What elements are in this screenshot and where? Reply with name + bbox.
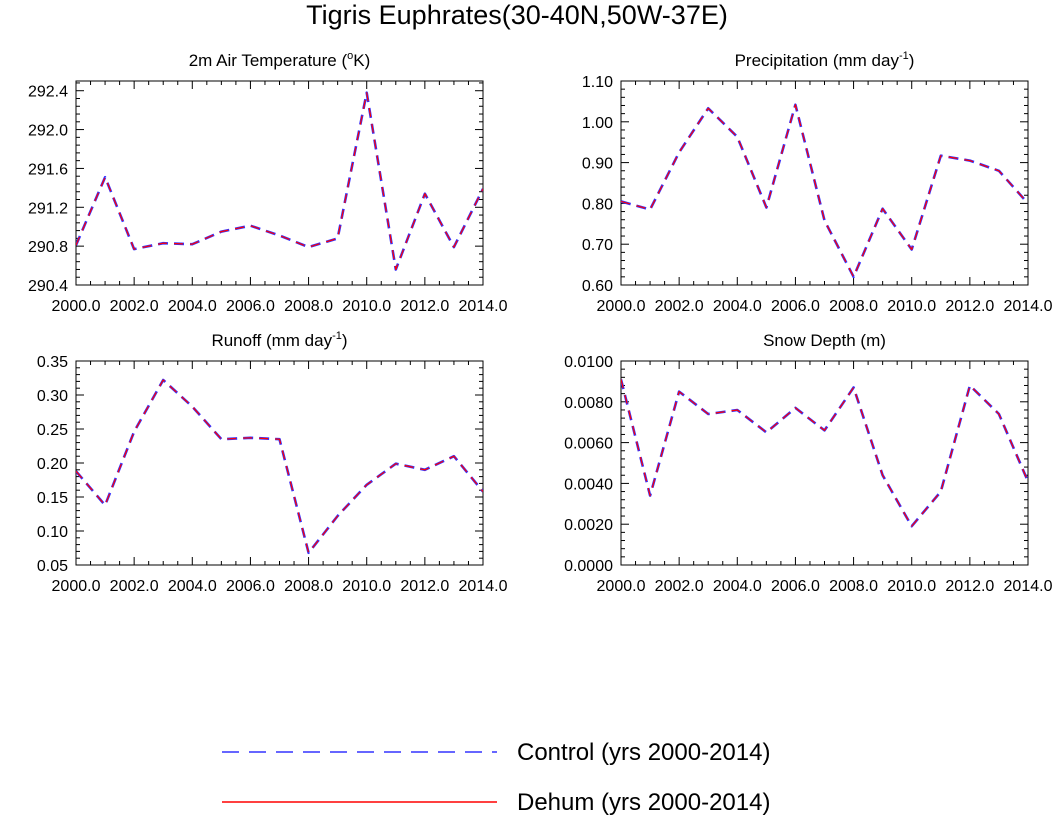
x-tick-label: 2000.0: [597, 298, 646, 315]
panel-title-air-temperature: 2m Air Temperature (oK): [189, 50, 371, 70]
y-tick-label: 290.4: [28, 278, 68, 295]
x-tick-label: 2000.0: [52, 578, 101, 595]
x-tick-label: 2010.0: [342, 298, 391, 315]
title-text: Precipitation (mm day: [735, 51, 900, 70]
x-tick-label: 2010.0: [342, 578, 391, 595]
panels: 2m Air Temperature (oK) 2000.0 2002.0 2004.…: [28, 50, 1053, 595]
y-tick-label: 0.25: [37, 422, 68, 439]
y-tick-label: 0.10: [37, 524, 68, 541]
y-tick-label: 291.6: [28, 161, 68, 178]
series-line-dehum: [76, 92, 483, 271]
x-tick-label: 2012.0: [945, 578, 994, 595]
x-tick-label: 2014.0: [1004, 578, 1053, 595]
title-tail: ): [909, 51, 915, 70]
series-line-dehum: [621, 379, 1028, 527]
y-tick-label: 0.70: [582, 237, 613, 254]
y-tick-label: 0.0100: [564, 354, 613, 371]
y-tick-label: 1.00: [582, 115, 613, 132]
plot-frame: [75, 80, 484, 286]
x-tick-label: 2004.0: [713, 578, 762, 595]
x-tick-label: 2004.0: [168, 578, 217, 595]
legend-dehum-label: Dehum (yrs 2000-2014): [517, 789, 770, 816]
panel-precipitation: Precipitation (mm day-1) 2000.0 2002.0 2004…: [582, 50, 1053, 315]
x-tick-label: 2006.0: [226, 578, 275, 595]
panel-air-temperature: 2m Air Temperature (oK) 2000.0 2002.0 2004.…: [28, 50, 508, 315]
y-tick-label: 0.0000: [564, 558, 613, 575]
x-tick-label: 2010.0: [887, 578, 936, 595]
x-tick-label: 2006.0: [226, 298, 275, 315]
title-text: 2m Air Temperature (: [189, 51, 348, 70]
x-tick-label: 2000.0: [597, 578, 646, 595]
title-superscript: o: [347, 50, 353, 62]
y-tick-label: 290.8: [28, 239, 68, 256]
x-tick-label: 2002.0: [110, 298, 159, 315]
y-tick-label: 0.05: [37, 558, 68, 575]
y-tick-label: 0.90: [582, 156, 613, 173]
x-tick-label: 2008.0: [829, 578, 878, 595]
figure-title: Tigris Euphrates(30-40N,50W-37E): [306, 0, 728, 30]
x-tick-label: 2002.0: [110, 578, 159, 595]
series-line-dehum: [621, 104, 1028, 278]
x-tick-label: 2002.0: [655, 578, 704, 595]
x-tick-label: 2008.0: [284, 298, 333, 315]
y-tick-label: 1.10: [582, 74, 613, 91]
y-tick-label: 292.0: [28, 123, 68, 140]
title-text: Runoff (mm day: [211, 331, 332, 350]
legend-control-label: Control (yrs 2000-2014): [517, 739, 770, 766]
x-tick-label: 2014.0: [459, 298, 508, 315]
y-tick-label: 0.0040: [564, 476, 613, 493]
x-tick-label: 2006.0: [771, 578, 820, 595]
x-tick-label: 2012.0: [400, 298, 449, 315]
plot-frame: [620, 80, 1029, 286]
y-tick-label: 0.0020: [564, 517, 613, 534]
y-tick-label: 0.0060: [564, 436, 613, 453]
x-tick-label: 2002.0: [655, 298, 704, 315]
series-line-control: [76, 91, 483, 271]
panel-runoff: Runoff (mm day-1) 2000.0 2002.0 2004.0 2006.…: [37, 330, 508, 595]
y-tick-label: 0.35: [37, 354, 68, 371]
legend: Control (yrs 2000-2014) Dehum (yrs 2000-…: [222, 739, 770, 816]
x-tick-label: 2010.0: [887, 298, 936, 315]
x-tick-label: 2008.0: [284, 578, 333, 595]
series-line-control: [76, 378, 483, 555]
x-tick-label: 2004.0: [168, 298, 217, 315]
y-tick-label: 0.20: [37, 456, 68, 473]
title-text: Snow Depth (m): [763, 331, 886, 350]
plot-frame: [75, 360, 484, 566]
x-tick-label: 2014.0: [459, 578, 508, 595]
y-tick-label: 0.80: [582, 196, 613, 213]
panel-title-precipitation: Precipitation (mm day-1): [735, 50, 915, 70]
panel-title-runoff: Runoff (mm day-1): [211, 330, 347, 350]
x-tick-label: 2012.0: [945, 298, 994, 315]
x-tick-label: 2012.0: [400, 578, 449, 595]
x-tick-label: 2004.0: [713, 298, 762, 315]
panel-snow-depth: Snow Depth (m) 2000.0 2002.0 2004.0 2006.0 20…: [564, 331, 1053, 595]
x-tick-label: 2006.0: [771, 298, 820, 315]
y-tick-label: 0.30: [37, 388, 68, 405]
y-tick-label: 291.2: [28, 200, 68, 217]
title-superscript: -1: [899, 50, 909, 62]
y-tick-label: 0.60: [582, 278, 613, 295]
x-tick-label: 2008.0: [829, 298, 878, 315]
series-line-control: [621, 379, 1028, 528]
series-line-dehum: [76, 379, 483, 554]
series-line-control: [621, 103, 1028, 279]
x-tick-label: 2014.0: [1004, 298, 1053, 315]
panel-title-snow-depth: Snow Depth (m): [763, 331, 886, 350]
x-tick-label: 2000.0: [52, 298, 101, 315]
title-tail: ): [342, 331, 348, 350]
y-tick-label: 0.15: [37, 490, 68, 507]
y-tick-label: 0.0080: [564, 395, 613, 412]
title-tail: K): [353, 51, 370, 70]
y-tick-label: 292.4: [28, 84, 68, 101]
title-superscript: -1: [332, 330, 342, 342]
